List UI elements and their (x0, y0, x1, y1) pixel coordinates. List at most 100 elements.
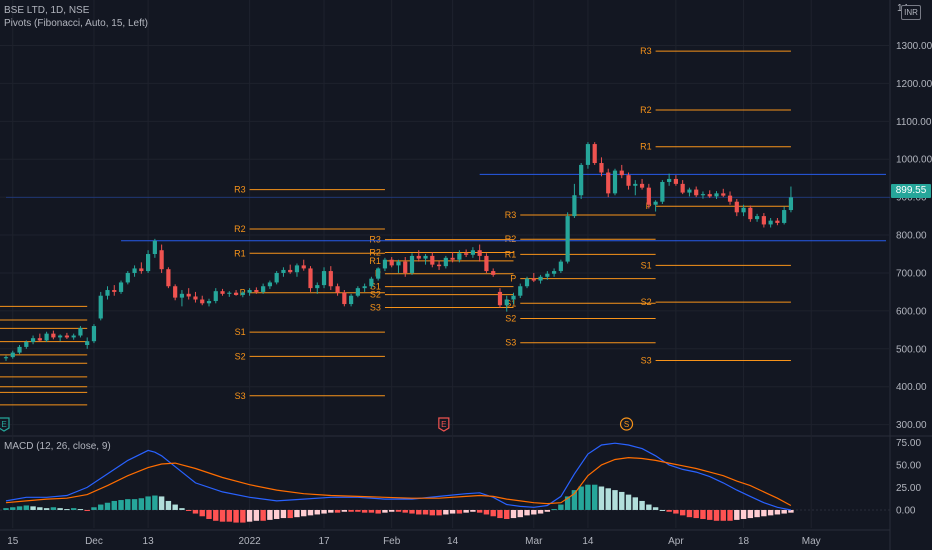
symbol-title: BSE LTD, 1D, NSE (4, 5, 90, 16)
pivot-level-label: S2 (370, 290, 381, 300)
macd-tick-label: 0.00 (896, 505, 916, 516)
pivot-level-label: R3 (234, 185, 246, 195)
price-tick-label: 800.00 (896, 231, 927, 242)
candle-body (518, 286, 523, 296)
macd-histogram-bar (673, 509, 679, 514)
macd-histogram-bar (294, 509, 300, 518)
macd-histogram-bar (118, 500, 124, 510)
macd-histogram-bar (70, 508, 77, 510)
macd-histogram-bar (104, 502, 111, 510)
macd-histogram-bar (619, 491, 625, 510)
candle-body (355, 288, 360, 296)
macd-histogram-bar (355, 509, 361, 512)
last-price-label: 899.55 (891, 184, 931, 198)
macd-histogram-bar (429, 509, 436, 516)
macd-histogram-bar (273, 509, 280, 519)
pivot-level-label: S3 (370, 302, 381, 312)
candle-body (409, 255, 415, 273)
candle-body (511, 295, 516, 300)
candle-body (782, 210, 787, 223)
currency-badge[interactable]: INR (901, 5, 921, 20)
candle-body (301, 265, 306, 269)
candle-body (118, 282, 124, 292)
macd-histogram-bar (138, 498, 145, 510)
candle-body (193, 296, 198, 300)
macd-histogram-bar (125, 499, 131, 510)
candle-body (369, 278, 374, 287)
macd-histogram-bar (659, 509, 666, 511)
candle-body (44, 333, 49, 341)
macd-histogram-bar (388, 509, 395, 512)
macd-histogram-bar (564, 496, 571, 510)
macd-title[interactable]: MACD (12, 26, close, 9) (4, 441, 111, 452)
pivot-level-label: S3 (505, 338, 516, 348)
macd-histogram-bar (267, 509, 273, 520)
candle-body (335, 286, 340, 293)
macd-histogram-bar (77, 509, 84, 511)
pivot-level-label: R1 (369, 256, 381, 266)
candle-body (173, 286, 178, 298)
macd-histogram-bar (456, 509, 463, 514)
horizontal-lines (6, 173, 890, 242)
macd-histogram-bar (287, 509, 293, 519)
candle-body (382, 259, 388, 269)
macd-histogram-bar (585, 484, 591, 510)
macd-histogram-bar (57, 508, 63, 510)
candle-body (524, 278, 530, 287)
macd-histogram-bar (591, 484, 598, 510)
macd-histogram-bar (246, 509, 253, 522)
macd-histogram-bar (50, 507, 57, 510)
candle-body (125, 272, 130, 283)
time-tick-label: 15 (7, 536, 19, 547)
candle-body (37, 338, 42, 341)
macd-histogram-bar (625, 494, 632, 510)
macd-histogram-bar (382, 509, 388, 513)
macd-histogram-bar (23, 505, 30, 510)
pivot-level-label: S2 (505, 313, 516, 323)
macd-histogram-bar (571, 490, 578, 510)
price-tick-label: 900.00 (896, 193, 927, 204)
indicator-title[interactable]: Pivots (Fibonacci, Auto, 15, Left) (4, 18, 148, 29)
macd-histogram-bar (416, 509, 422, 515)
macd-histogram-bar (179, 508, 185, 510)
candle-body (727, 195, 733, 202)
candle-body (85, 341, 90, 346)
pivot-level-label: S2 (641, 297, 652, 307)
candle-body (545, 273, 550, 277)
time-tick-label: Apr (668, 536, 684, 547)
pivot-level-label: R1 (505, 249, 517, 259)
time-tick-label: May (802, 536, 821, 547)
pivot-level-label: R3 (369, 235, 381, 245)
macd-histogram-bar (111, 500, 117, 510)
macd-histogram-bar (402, 509, 408, 513)
macd-histogram-bar (517, 509, 523, 518)
macd-histogram-bar (598, 486, 605, 510)
macd-histogram-bar (64, 509, 70, 511)
candle-body (112, 290, 117, 292)
candle-body (281, 269, 286, 273)
candle-body (673, 178, 678, 184)
macd-histogram-bar (233, 509, 239, 523)
candle-body (491, 271, 496, 275)
pivot-level-label: R3 (505, 210, 517, 220)
candle-body (328, 271, 333, 287)
macd-histogram-bar (314, 509, 320, 515)
candle-body (261, 286, 266, 292)
candle-body (91, 326, 97, 342)
candle-body (78, 327, 83, 336)
candle-body (362, 286, 367, 289)
macd-histogram-bar (131, 499, 138, 510)
candle-body (98, 295, 103, 319)
candle-body (58, 335, 63, 338)
event-marker: S (619, 417, 634, 431)
macd-histogram-bar (301, 509, 307, 517)
macd-histogram-bar (10, 507, 16, 510)
macd-histogram-bar (483, 509, 490, 515)
macd-histogram-bar (449, 509, 456, 514)
candle-body (653, 201, 658, 205)
candle-body (660, 181, 665, 202)
macd-histogram-bar (165, 500, 172, 510)
candle-body (200, 299, 205, 304)
